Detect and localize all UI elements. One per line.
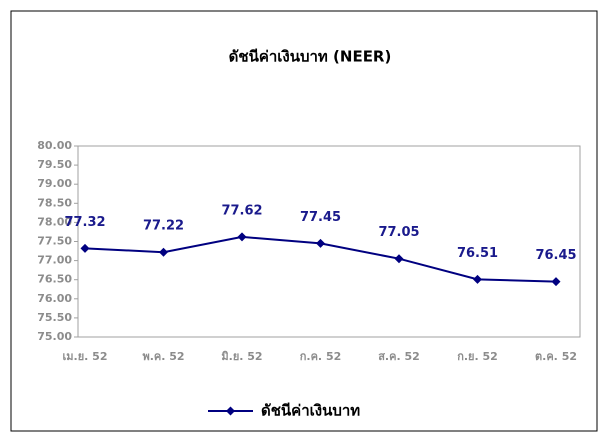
data-label: 77.22 (143, 219, 184, 234)
data-label: 76.51 (457, 246, 498, 261)
data-label: 77.45 (300, 210, 341, 225)
y-tick-label: 78.00 (37, 215, 72, 228)
y-tick-label: 77.50 (37, 235, 72, 248)
data-label: 77.32 (64, 215, 105, 230)
x-tick-label: พ.ค. 52 (142, 350, 184, 363)
point (394, 254, 404, 264)
point (551, 277, 561, 287)
legend-marker (226, 406, 235, 416)
x-tick-label: ก.ย. 52 (457, 350, 498, 363)
point (159, 247, 168, 257)
y-tick-label: 78.50 (37, 196, 72, 209)
legend-label: ดัชนีค่าเงินบาท (261, 402, 360, 420)
x-tick-label: เม.ย. 52 (63, 350, 108, 363)
y-tick-label: 79.00 (37, 177, 72, 190)
point (316, 238, 325, 248)
y-tick-label: 75.50 (37, 311, 72, 324)
data-label: 77.05 (378, 225, 419, 240)
point (237, 232, 247, 242)
y-tick-label: 76.50 (37, 273, 72, 286)
point (473, 274, 482, 284)
chart-frame (10, 10, 598, 432)
y-tick-label: 75.00 (37, 330, 72, 343)
y-tick-label: 77.00 (37, 254, 72, 267)
chart-title: ดัชนีค่าเงินบาท (NEER) (229, 48, 392, 66)
y-tick-label: 79.50 (37, 158, 72, 171)
x-tick-label: ส.ค. 52 (378, 350, 420, 363)
x-tick-label: ต.ค. 52 (535, 350, 577, 363)
x-tick-label: ก.ค. 52 (300, 350, 342, 363)
data-label: 76.45 (535, 248, 576, 263)
y-tick-label: 80.00 (37, 139, 72, 152)
point (80, 243, 90, 253)
y-tick-label: 76.00 (37, 292, 72, 305)
x-tick-label: มิ.ย. 52 (221, 350, 262, 363)
data-label: 77.62 (221, 203, 262, 218)
